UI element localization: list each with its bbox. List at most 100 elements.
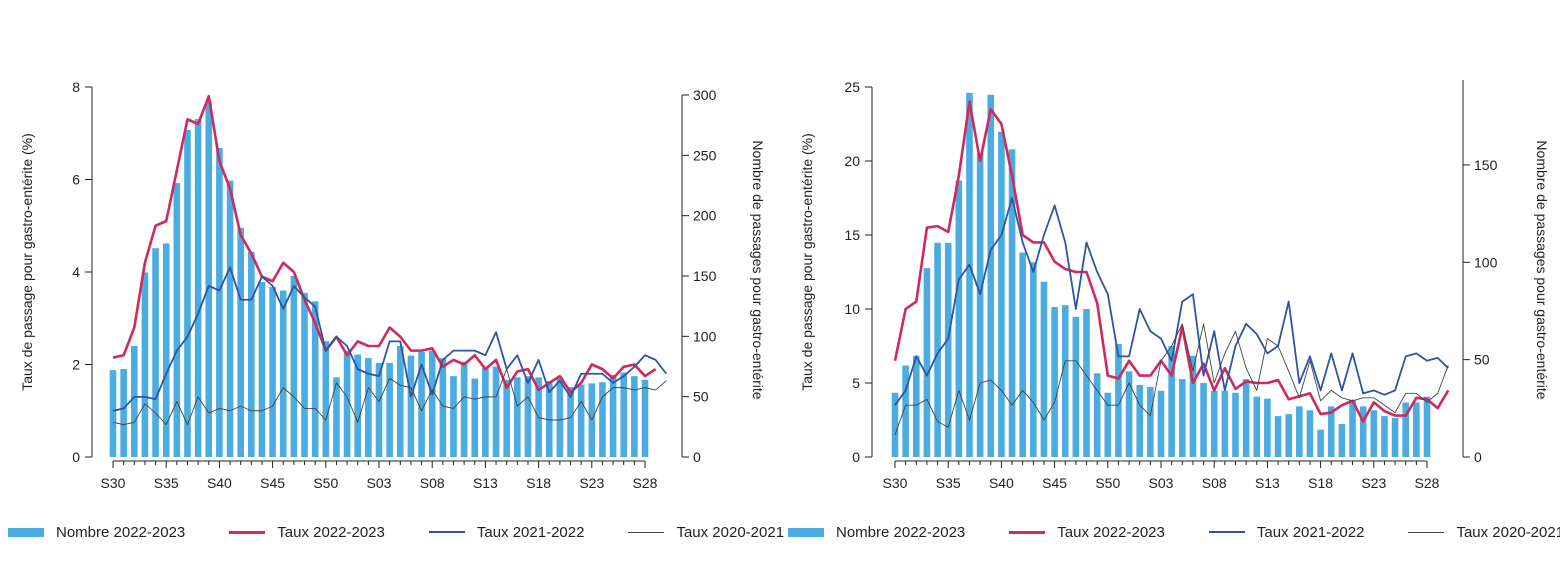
bar-nombre-2022-2023 — [1232, 392, 1239, 457]
legend-label: Taux 2020-2021 — [676, 523, 785, 541]
bar-nombre-2022-2023 — [923, 268, 931, 457]
bar-nombre-2022-2023 — [891, 392, 899, 457]
bar-nombre-2022-2023 — [620, 372, 628, 457]
y-tick-label-right: 0 — [693, 449, 701, 465]
y-tick-label-left: 4 — [72, 264, 80, 280]
y-axis-title-right: Nombre de passages pour gastro-entérite — [750, 140, 766, 399]
y-tick-label-left: 25 — [844, 79, 860, 95]
y-tick-label-left: 5 — [852, 375, 860, 391]
y-tick-label-right: 100 — [1474, 254, 1498, 270]
bar-nombre-2022-2023 — [162, 243, 170, 457]
bar-nombre-2022-2023 — [1008, 149, 1016, 457]
x-tick-label: S30 — [883, 475, 908, 491]
x-tick-label: S08 — [420, 475, 445, 491]
legend-item: Nombre 2022-2023 — [8, 524, 185, 541]
bar-nombre-2022-2023 — [1423, 396, 1431, 457]
y-tick-label-right: 0 — [1474, 449, 1482, 465]
x-tick-label: S18 — [526, 475, 551, 491]
bar-nombre-2022-2023 — [545, 380, 553, 457]
bar-nombre-2022-2023 — [1189, 355, 1197, 457]
y-tick-label-left: 2 — [72, 357, 80, 373]
y-tick-label-left: 6 — [72, 172, 80, 188]
bar-nombre-2022-2023 — [1349, 400, 1356, 457]
bar-nombre-2022-2023 — [120, 368, 127, 457]
bar-nombre-2022-2023 — [460, 361, 468, 457]
bar-nombre-2022-2023 — [248, 251, 255, 457]
y-tick-label-left: 10 — [844, 301, 860, 317]
bar-nombre-2022-2023 — [1157, 390, 1165, 457]
y-tick-label-left: 20 — [844, 153, 860, 169]
bar-nombre-2022-2023 — [1370, 410, 1378, 457]
y-tick-label-left: 0 — [852, 449, 860, 465]
x-tick-label: S03 — [1149, 475, 1174, 491]
bar-nombre-2022-2023 — [1359, 406, 1367, 457]
line-taux-2022-2023 — [893, 100, 1450, 423]
legend-item: Taux 2022-2023 — [229, 524, 385, 541]
x-tick-label: S35 — [154, 475, 179, 491]
bar-nombre-2022-2023 — [934, 242, 941, 457]
bar-nombre-2022-2023 — [1285, 414, 1292, 457]
x-tick-label: S35 — [936, 475, 961, 491]
bar-nombre-2022-2023 — [1200, 383, 1207, 457]
bar-nombre-2022-2023 — [1242, 379, 1250, 457]
x-tick-label: S03 — [367, 475, 392, 491]
x-tick-label: S50 — [313, 475, 338, 491]
bar-nombre-2022-2023 — [269, 286, 276, 457]
bar-nombre-2022-2023 — [1072, 316, 1080, 457]
legend-swatch — [428, 531, 465, 533]
x-tick-label: S30 — [101, 475, 126, 491]
y-tick-label-left: 8 — [72, 79, 80, 95]
bar-nombre-2022-2023 — [311, 301, 319, 457]
line-taux-2020-2021 — [894, 323, 1449, 435]
bar-nombre-2022-2023 — [609, 374, 617, 457]
bar-nombre-2022-2023 — [1168, 346, 1175, 457]
bar-nombre-2022-2023 — [1274, 416, 1282, 457]
bar-nombre-2022-2023 — [1030, 262, 1037, 457]
bar-nombre-2022-2023 — [599, 382, 606, 457]
legend-item: Taux 2020-2021 — [1408, 524, 1560, 541]
y-tick-label-right: 200 — [693, 208, 717, 224]
bar-nombre-2022-2023 — [1338, 423, 1346, 457]
bar-nombre-2022-2023 — [1296, 406, 1303, 457]
bar-nombre-2022-2023 — [1083, 309, 1090, 457]
legend-swatch — [1009, 530, 1046, 534]
legend-left: Nombre 2022-2023 Taux 2022-2023 Taux 2021-… — [8, 520, 784, 544]
bar-nombre-2022-2023 — [912, 355, 920, 457]
bar-nombre-2022-2023 — [1221, 390, 1229, 457]
legend-swatch — [788, 527, 824, 537]
x-tick-label: S13 — [473, 475, 498, 491]
legend-swatch — [628, 531, 665, 533]
bar-nombre-2022-2023 — [428, 350, 436, 457]
bar-nombre-2022-2023 — [641, 379, 649, 457]
legend-label: Taux 2021-2022 — [476, 523, 585, 541]
y-axis-title-right: Nombre de passages pour gastro-entérite — [1534, 140, 1550, 399]
y-tick-label-right: 250 — [693, 147, 717, 163]
bar-nombre-2022-2023 — [556, 377, 564, 457]
x-tick-label: S40 — [989, 475, 1014, 491]
x-tick-label: S28 — [633, 475, 658, 491]
x-tick-label: S45 — [1042, 475, 1067, 491]
bar-nombre-2022-2023 — [966, 92, 973, 457]
chart-panel-right: 0 5 10 15 20 25 0 50 100 150 S30 S35 S40 S45 S50 S03 S08… — [780, 0, 1560, 564]
bar-nombre-2022-2023 — [333, 377, 340, 457]
bar-nombre-2022-2023 — [1093, 373, 1101, 457]
chart-left: 0 2 4 6 8 0 50 100 150 200 250 300 S30 S35 S40 S45 S50 S0… — [19, 79, 766, 491]
bar-nombre-2022-2023 — [226, 180, 234, 457]
bar-nombre-2022-2023 — [375, 362, 383, 457]
bar-nombre-2022-2023 — [514, 377, 521, 457]
bar-nombre-2022-2023 — [902, 365, 909, 457]
bar-nombre-2022-2023 — [396, 345, 404, 457]
y-tick-label-right: 100 — [693, 328, 717, 344]
bar-nombre-2022-2023 — [1210, 390, 1218, 457]
bar-nombre-2022-2023 — [577, 384, 585, 457]
y-tick-label-right: 50 — [693, 389, 709, 405]
x-tick-label: S23 — [579, 475, 604, 491]
bar-nombre-2022-2023 — [944, 242, 952, 457]
bar-nombre-2022-2023 — [194, 119, 202, 457]
bar-nombre-2022-2023 — [141, 272, 149, 457]
x-tick-label: S50 — [1095, 475, 1120, 491]
x-tick-label: S18 — [1308, 475, 1333, 491]
bar-nombre-2022-2023 — [354, 354, 362, 457]
x-tick-label: S13 — [1255, 475, 1280, 491]
bar-nombre-2022-2023 — [205, 102, 213, 458]
